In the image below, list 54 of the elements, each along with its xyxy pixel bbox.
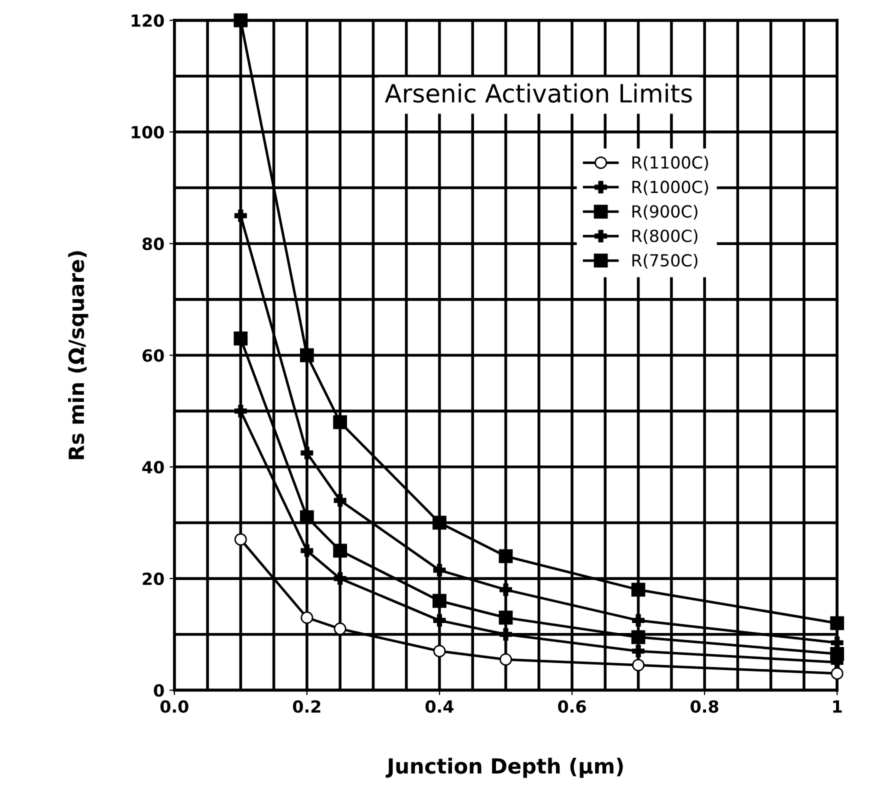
point xyxy=(234,404,247,418)
legend-label: R(750C) xyxy=(632,254,698,269)
point xyxy=(500,653,512,666)
point xyxy=(333,544,348,558)
point xyxy=(500,583,512,596)
point xyxy=(234,209,247,222)
point xyxy=(300,446,314,460)
y-tick-label: 120 xyxy=(132,14,164,27)
point xyxy=(500,628,512,641)
legend-label: R(1100C) xyxy=(632,156,708,171)
legend-label: R(900C) xyxy=(632,204,698,220)
point xyxy=(300,348,314,362)
point xyxy=(333,415,348,430)
point xyxy=(234,533,247,546)
y-tick-label: 60 xyxy=(142,349,164,362)
x-tick-label: 1 xyxy=(833,700,842,713)
x-axis-title: Junction Depth (µm) xyxy=(386,758,623,778)
point xyxy=(631,630,646,644)
point xyxy=(632,658,645,672)
y-tick-label: 100 xyxy=(132,126,164,139)
point xyxy=(300,544,314,557)
point xyxy=(334,494,346,507)
point xyxy=(433,564,446,576)
y-tick-label: 0 xyxy=(154,684,164,697)
point xyxy=(234,332,248,346)
x-tick-label: 0.8 xyxy=(690,700,718,713)
y-tick-label: 20 xyxy=(142,572,164,586)
y-axis-title: Rs min (Ω/square) xyxy=(68,251,88,460)
point xyxy=(234,13,248,28)
point xyxy=(334,572,346,585)
point xyxy=(432,594,446,608)
point xyxy=(830,646,844,661)
y-tick-label: 80 xyxy=(142,238,164,250)
text: Arsenic Activation Limits xyxy=(384,83,692,103)
x-tick-label: 0.0 xyxy=(160,700,188,713)
x-tick-label: 0.2 xyxy=(292,700,320,713)
point xyxy=(632,644,645,658)
legend-label: R(1000C) xyxy=(632,180,708,196)
point xyxy=(300,510,314,524)
point xyxy=(498,549,513,564)
point xyxy=(433,644,446,658)
point xyxy=(631,582,646,597)
x-tick-label: 0.6 xyxy=(558,700,586,713)
y-tick-label: 40 xyxy=(142,460,164,474)
point xyxy=(334,622,346,636)
point xyxy=(632,614,645,627)
point xyxy=(433,614,446,627)
legend-label: R(800C) xyxy=(632,229,698,244)
point xyxy=(432,516,446,530)
point xyxy=(300,611,314,624)
x-tick-label: 0.4 xyxy=(426,700,454,713)
point xyxy=(498,610,513,625)
point xyxy=(830,667,844,680)
point xyxy=(830,616,844,630)
